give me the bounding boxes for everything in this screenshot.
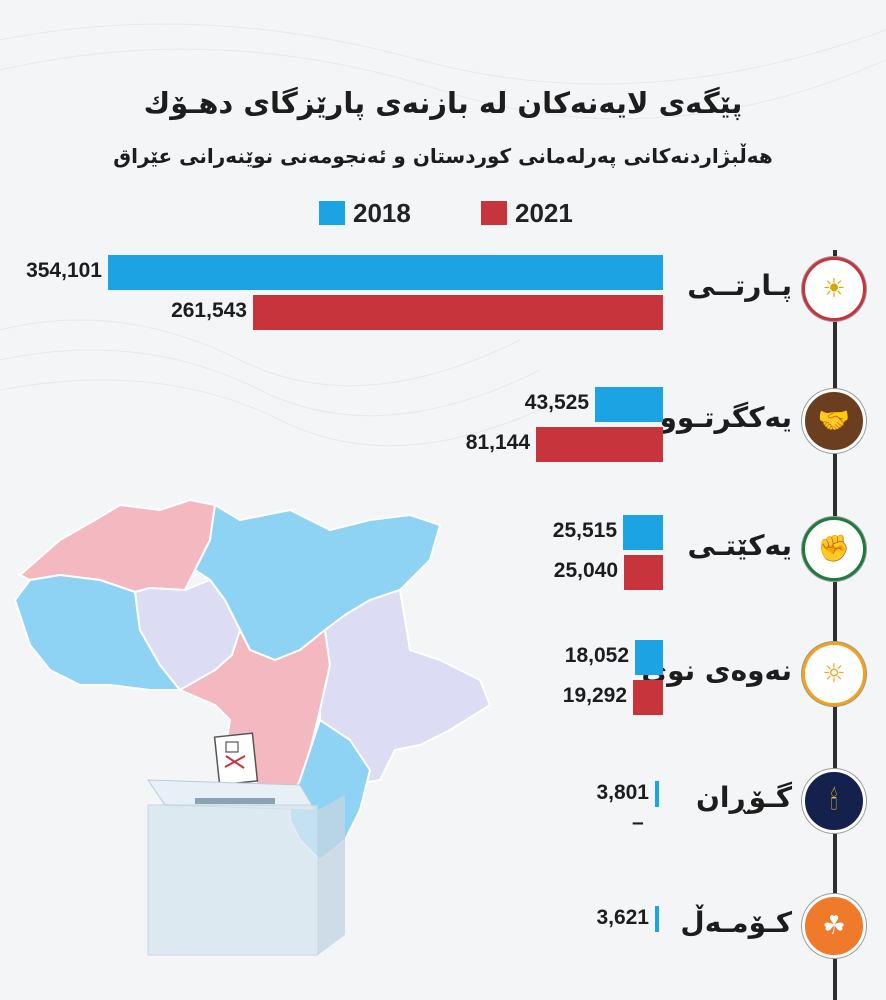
party-name-label: گـۆڕان <box>696 781 792 814</box>
value-label-2018: 18,052 <box>564 644 629 667</box>
party-name-label: پـارتــی <box>687 269 792 302</box>
party-row: ✊ یەکێتـی 25,515 25,040 <box>0 515 886 615</box>
legend: 2018 2021 <box>0 196 886 230</box>
chart-subtitle: هەڵبژاردنەكانی پەرلەمانی كوردستان و ئەنج… <box>113 144 773 168</box>
puk-logo-icon: ✊ <box>802 517 866 581</box>
value-label-2021: 261,543 <box>171 299 247 322</box>
party-row: ☘ کـۆمـەڵ 3,621 <box>0 894 886 1000</box>
party-row: ☀ پـارتــی 354,101 261,543 <box>0 255 886 355</box>
bar-2021 <box>633 680 663 715</box>
bar-2018 <box>108 255 663 290</box>
party-name-label: یەکگرتـوو <box>659 401 792 434</box>
gorran-logo-icon: 🕯 <box>802 769 866 833</box>
chart-title: پێگەی لایەنەکان لە بازنەی پارێزگای دهـۆك <box>143 86 743 120</box>
bar-2018 <box>655 906 659 932</box>
value-label-2018: 3,801 <box>596 781 649 804</box>
bar-2018 <box>655 781 659 807</box>
bar-2018 <box>635 640 663 675</box>
ballot-box-icon <box>147 732 345 956</box>
legend-label-2021: 2021 <box>515 197 573 228</box>
value-label-2021: 19,292 <box>562 684 627 707</box>
value-label-2018: 43,525 <box>524 391 589 414</box>
bar-2021 <box>253 295 663 330</box>
legend-swatch-2021 <box>481 201 507 225</box>
party-row: ☼ نەوەی نوێ 18,052 19,292 <box>0 640 886 740</box>
legend-item-2018: 2018 <box>319 196 411 230</box>
party-name-label: نەوەی نوێ <box>641 654 792 687</box>
value-label-2018: 354,101 <box>26 259 102 282</box>
bar-2021 <box>624 555 663 590</box>
bar-2021 <box>536 427 663 462</box>
party-row: 🕯 گـۆڕان 3,801 – <box>0 769 886 875</box>
value-label-2018: 3,621 <box>596 906 649 929</box>
legend-label-2018: 2018 <box>353 197 411 228</box>
party-row: 🤝 یەکگرتـوو 43,525 81,144 <box>0 387 886 487</box>
legend-item-2021: 2021 <box>481 196 573 230</box>
komal-logo-icon: ☘ <box>802 894 866 958</box>
duhok-map-illustration <box>14 499 491 956</box>
value-label-2018: 25,515 <box>552 519 617 542</box>
party-name-label: کـۆمـەڵ <box>680 906 792 939</box>
value-label-2021: 81,144 <box>465 431 530 454</box>
party-name-label: یەکێتـی <box>687 529 792 562</box>
legend-swatch-2018 <box>319 201 345 225</box>
bar-2018 <box>595 387 663 422</box>
value-label-2021: – <box>632 811 644 834</box>
kiu-logo-icon: 🤝 <box>802 389 866 453</box>
bar-2018 <box>623 515 663 550</box>
new-generation-logo-icon: ☼ <box>802 642 866 706</box>
kdp-logo-icon: ☀ <box>802 257 866 321</box>
value-label-2021: 25,040 <box>553 559 618 582</box>
timeline-line <box>833 250 837 1000</box>
